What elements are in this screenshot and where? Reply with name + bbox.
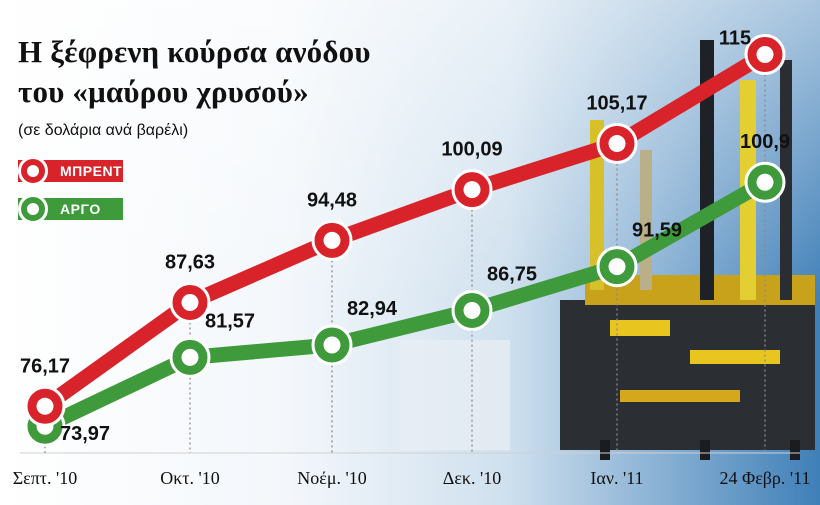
data-point-center-argo-3 bbox=[463, 301, 481, 319]
platform-yellow-1 bbox=[610, 320, 670, 336]
platform-crane bbox=[700, 40, 714, 300]
data-label-argo: 91,59 bbox=[632, 220, 682, 242]
platform-leg-3 bbox=[790, 440, 800, 460]
data-point-center-brent-1 bbox=[181, 293, 199, 311]
platform-tower-4 bbox=[780, 60, 792, 300]
legend-marker-brent-icon bbox=[18, 156, 48, 186]
data-point-center-brent-3 bbox=[463, 181, 481, 199]
platform-leg-2 bbox=[700, 440, 710, 460]
x-tick-label: Οκτ. '10 bbox=[160, 468, 220, 488]
data-label-brent: 94,48 bbox=[307, 189, 357, 211]
data-label-brent: 87,63 bbox=[165, 251, 215, 273]
data-label-brent: 100,09 bbox=[441, 139, 502, 161]
data-label-brent: 76,17 bbox=[20, 355, 70, 377]
chart-title: Η ξέφρενη κούρσα ανόδου του «μαύρου χρυσ… bbox=[18, 32, 371, 112]
data-label-brent: 105,17 bbox=[586, 93, 647, 115]
platform-yellow-2 bbox=[690, 350, 780, 364]
platform-yellow-3 bbox=[620, 390, 740, 402]
data-point-center-brent-0 bbox=[36, 397, 54, 415]
data-point-center-argo-1 bbox=[181, 348, 199, 366]
platform-tower-1 bbox=[590, 120, 604, 290]
background-structure bbox=[400, 340, 510, 450]
data-point-center-argo-4 bbox=[608, 258, 626, 276]
chart-subtitle: (σε δολάρια ανά βαρέλι) bbox=[18, 122, 189, 139]
series-line-argo bbox=[37, 174, 773, 434]
series-line-brent bbox=[37, 47, 773, 414]
data-point-center-argo-2 bbox=[323, 336, 341, 354]
data-point-center-argo-5 bbox=[756, 173, 774, 191]
x-tick-label: Σεπτ. '10 bbox=[13, 468, 78, 488]
x-tick-label: Δεκ. '10 bbox=[443, 468, 501, 488]
platform-deck bbox=[560, 300, 815, 450]
data-label-argo: 100,9 bbox=[740, 131, 790, 153]
data-label-argo: 73,97 bbox=[60, 423, 110, 445]
x-tick-label: 24 Φεβρ. '11 bbox=[720, 468, 811, 488]
x-tick-label: Νοέμ. '10 bbox=[297, 468, 366, 488]
data-point-center-brent-4 bbox=[608, 135, 626, 153]
legend-marker-argo-icon bbox=[18, 194, 48, 224]
chart-title-line-1: Η ξέφρενη κούρσα ανόδου bbox=[18, 34, 371, 69]
chart-title-line-2: του «μαύρου χρυσού» bbox=[18, 74, 309, 109]
data-label-argo: 82,94 bbox=[347, 298, 398, 320]
plot-area: Σεπτ. '10 Οκτ. '10 Νοέμ. '10 Δεκ. '10 Ιαν. '… bbox=[13, 28, 811, 488]
legend-label-argo: ΑΡΓΟ bbox=[60, 201, 101, 217]
x-tick-label: Ιαν. '11 bbox=[590, 468, 643, 488]
platform-leg-1 bbox=[600, 440, 610, 460]
legend-label-brent: ΜΠΡΕΝΤ bbox=[60, 163, 123, 179]
data-label-brent: 115 bbox=[719, 28, 751, 50]
data-point-center-brent-2 bbox=[323, 231, 341, 249]
data-label-argo: 81,57 bbox=[205, 310, 255, 332]
data-point-center-brent-5 bbox=[756, 46, 774, 64]
oil-platform-illustration bbox=[400, 40, 815, 460]
data-label-argo: 86,75 bbox=[487, 263, 537, 285]
